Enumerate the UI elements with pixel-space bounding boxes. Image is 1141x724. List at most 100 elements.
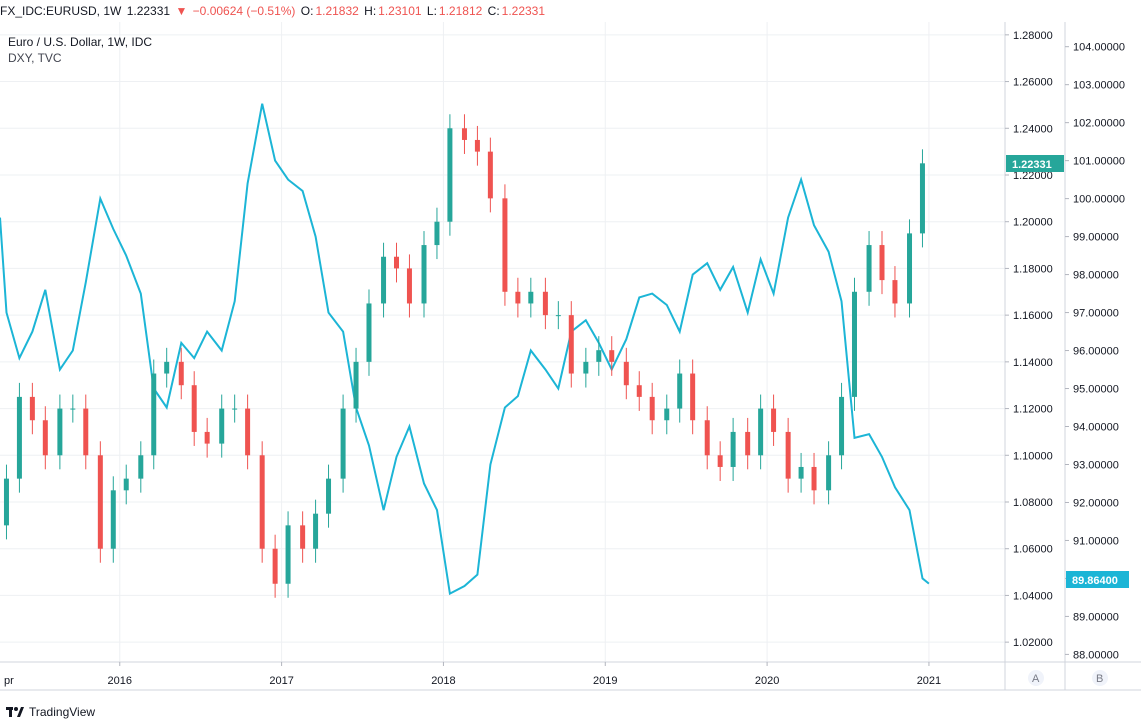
price-chart[interactable]: Euro / U.S. Dollar, 1W, IDC DXY, TVC 1.2…: [0, 0, 1141, 700]
badge-eurusd: 1.22331: [1006, 155, 1064, 172]
candle-body-27: [366, 303, 372, 362]
brand-name[interactable]: TradingView: [29, 705, 96, 719]
candle-49: [664, 394, 670, 435]
candle-22: [300, 511, 306, 563]
candle-59: [798, 452, 804, 493]
candle-43: [583, 347, 589, 388]
tick-label-b-7: 97.00000: [1073, 308, 1119, 320]
badge-dxy: 89.86400: [1066, 571, 1129, 588]
tick-label-b-2: 102.00000: [1073, 118, 1125, 130]
candle-26: [353, 347, 359, 423]
tick-label-a-7: 1.14000: [1013, 357, 1053, 369]
candle-body-67: [907, 233, 913, 304]
candle-body-25: [340, 408, 346, 479]
candle-64: [866, 231, 872, 306]
candle-body-38: [515, 291, 521, 304]
symbol-header: FX_IDC:EURUSD, 1W 1.22331 ▼ −0.00624 (−0…: [0, 0, 1141, 22]
candle-body-43: [583, 361, 589, 374]
price-scale-a[interactable]: 1.28000 1.26000 1.24000 1.22000 1.20000 1.180…: [1005, 30, 1053, 649]
tick-label-a-5: 1.18000: [1013, 263, 1053, 275]
candle-body-34: [461, 128, 467, 140]
candle-body-35: [474, 139, 480, 152]
grid: [0, 22, 1005, 662]
scale-a-label: A: [1032, 673, 1040, 685]
candle-body-56: [758, 408, 764, 456]
tick-label-b-3: 101.00000: [1073, 156, 1125, 168]
legend-compare[interactable]: DXY, TVC: [8, 51, 62, 65]
scale-b-button[interactable]: B: [1092, 670, 1108, 686]
candle-29: [393, 242, 399, 283]
candle-45: [609, 336, 615, 376]
close-value: 1.22331: [501, 4, 546, 18]
candle-21: [285, 511, 291, 598]
candle-body-41: [555, 315, 561, 317]
candle-body-37: [502, 198, 508, 292]
candle-body-62: [839, 396, 845, 456]
candle-31: [421, 231, 427, 318]
candle-41: [555, 301, 561, 330]
candle-13: [178, 347, 184, 400]
time-label-2: 2018: [431, 675, 455, 687]
tick-label-b-16: 88.00000: [1073, 649, 1119, 661]
candle-body-14: [191, 385, 197, 432]
high-label: H:: [364, 4, 377, 18]
candle-3: [42, 406, 48, 470]
tick-label-b-0: 104.00000: [1073, 42, 1125, 54]
tradingview-logo-icon[interactable]: [6, 705, 24, 719]
candle-40: [542, 277, 548, 330]
tick-label-b-11: 93.00000: [1073, 459, 1119, 471]
time-scale[interactable]: pr 2016 2017 2018 2019 2020 2021: [4, 662, 941, 687]
candle-body-21: [285, 525, 291, 584]
scale-a-button[interactable]: A: [1028, 670, 1044, 686]
candle-body-51: [690, 373, 696, 421]
tick-label-a-8: 1.12000: [1013, 404, 1053, 416]
candle-body-60: [811, 466, 817, 491]
candle-body-64: [866, 245, 872, 292]
candle-37: [502, 184, 508, 306]
candle-body-22: [300, 525, 306, 549]
tick-label-b-9: 95.00000: [1073, 384, 1119, 396]
candle-53: [717, 441, 723, 481]
time-label-3: 2019: [593, 675, 617, 687]
candle-body-4: [57, 408, 63, 456]
time-label-4: 2020: [755, 675, 779, 687]
tick-label-b-8: 96.00000: [1073, 346, 1119, 358]
candle-body-29: [393, 256, 399, 269]
candle-62: [839, 382, 845, 470]
tick-label-a-12: 1.04000: [1013, 590, 1053, 602]
candle-36: [487, 137, 493, 213]
candle-body-17: [232, 408, 238, 410]
tick-label-a-1: 1.26000: [1013, 77, 1053, 89]
candle-16: [219, 394, 225, 458]
candle-19: [259, 441, 265, 563]
high-value: 1.23101: [378, 4, 422, 18]
candle-56: [758, 394, 764, 470]
candle-body-57: [771, 408, 777, 432]
price-scale-b[interactable]: 104.00000 103.00000 102.00000 101.00000 100.…: [1065, 42, 1125, 662]
candle-20: [272, 534, 278, 598]
candle-47: [636, 371, 642, 411]
candle-body-15: [204, 431, 210, 444]
legend-main[interactable]: Euro / U.S. Dollar, 1W, IDC: [8, 35, 152, 49]
candle-body-20: [272, 548, 278, 584]
symbol-name[interactable]: FX_IDC:EURUSD, 1W: [0, 4, 122, 18]
time-label-5: 2021: [917, 675, 941, 687]
candle-body-39: [528, 291, 534, 304]
tick-label-a-10: 1.08000: [1013, 497, 1053, 509]
tick-label-b-10: 94.00000: [1073, 422, 1119, 434]
candle-body-54: [730, 431, 736, 467]
candle-65: [879, 231, 885, 295]
candle-body-36: [487, 151, 493, 199]
candle-54: [730, 417, 736, 481]
open-label: O:: [300, 4, 314, 18]
candle-body-66: [892, 280, 898, 304]
candle-35: [474, 125, 480, 166]
candle-67: [907, 219, 913, 318]
candle-14: [191, 371, 197, 446]
candle-body-50: [677, 373, 683, 409]
open-value: 1.21832: [315, 4, 359, 18]
candle-body-61: [826, 455, 832, 491]
candle-body-16: [219, 408, 225, 444]
candle-6: [83, 394, 89, 470]
candle-body-52: [704, 420, 710, 456]
